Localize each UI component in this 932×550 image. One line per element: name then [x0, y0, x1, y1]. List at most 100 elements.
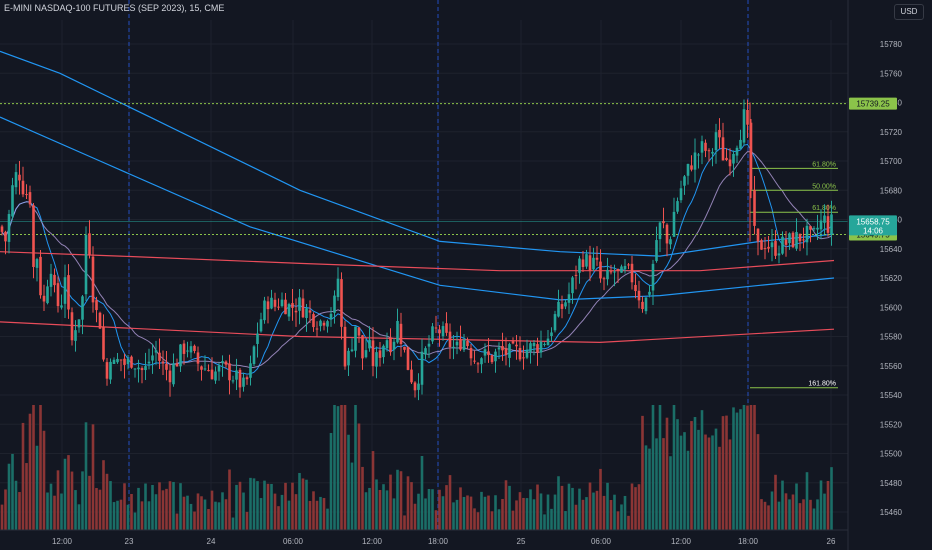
- candle-body: [767, 246, 770, 249]
- volume-bar: [690, 421, 693, 530]
- volume-bar: [721, 416, 725, 530]
- volume-bar: [410, 482, 413, 530]
- candle-body: [210, 369, 214, 380]
- candle-body: [539, 341, 543, 353]
- candle-body: [718, 129, 721, 138]
- volume-bar: [263, 480, 266, 530]
- candle-body: [606, 269, 609, 280]
- candle-body: [88, 233, 91, 255]
- volume-bar: [224, 499, 228, 530]
- candle-body: [256, 333, 259, 344]
- volume-bar: [518, 492, 522, 530]
- volume-bar: [732, 407, 735, 530]
- volume-bar: [746, 405, 749, 530]
- candle-body: [284, 299, 287, 315]
- volume-bar: [560, 485, 564, 530]
- candle-body: [564, 302, 567, 307]
- candle-body: [95, 300, 98, 311]
- symbol-title[interactable]: E-MINI NASDAQ-100 FUTURES (SEP 2023), 15…: [4, 3, 225, 13]
- candle-body: [795, 232, 798, 249]
- candle-body: [315, 328, 319, 330]
- volume-bar: [49, 483, 53, 530]
- candle-body: [21, 180, 25, 195]
- candle-body: [350, 349, 354, 352]
- volume-bar: [105, 473, 109, 530]
- volume-bar: [805, 472, 809, 530]
- candle-body: [242, 377, 245, 387]
- candle-body: [413, 382, 417, 391]
- candle-body: [424, 348, 427, 355]
- candle-body: [389, 337, 392, 353]
- candle-body: [392, 341, 396, 350]
- volume-bar: [819, 480, 823, 530]
- candle-body: [798, 233, 802, 242]
- candle-body: [595, 257, 599, 260]
- candle-body: [483, 349, 487, 356]
- candle-body: [781, 236, 784, 254]
- volume-bar: [627, 515, 630, 530]
- volume-bar: [641, 415, 644, 530]
- candle-body: [791, 232, 795, 248]
- candle-body: [487, 351, 490, 356]
- candle-body: [84, 235, 88, 295]
- volume-bar: [182, 496, 186, 530]
- price-tag-high-bg: [849, 97, 897, 110]
- time-tick-label: 06:00: [591, 537, 612, 546]
- candle-body: [525, 349, 529, 358]
- volume-bar: [431, 489, 434, 530]
- candle-body: [501, 346, 504, 351]
- candle-body: [532, 342, 536, 347]
- candle-body: [676, 201, 679, 212]
- volume-bar: [196, 493, 200, 530]
- volume-bar: [550, 508, 553, 530]
- candle-body: [473, 360, 476, 362]
- volume-bar: [35, 445, 39, 530]
- volume-bar: [217, 502, 221, 530]
- volume-bar: [700, 410, 704, 530]
- volume-bar: [343, 405, 347, 530]
- candle-body: [378, 350, 382, 358]
- candle-body: [144, 366, 147, 371]
- volume-bar: [53, 495, 56, 530]
- volume-bar: [567, 483, 571, 530]
- candle-body: [382, 345, 385, 358]
- candle-body: [263, 300, 266, 321]
- ma-medium-line: [1, 151, 832, 369]
- volume-bar: [756, 434, 760, 530]
- candle-body: [455, 341, 459, 346]
- candle-body: [592, 257, 595, 270]
- volume-bar: [270, 483, 273, 530]
- candle-body: [476, 363, 480, 365]
- candle-body: [819, 220, 823, 230]
- candle-body: [63, 277, 67, 304]
- candle-body: [753, 189, 756, 226]
- candle-body: [462, 339, 466, 350]
- volume-bar: [70, 471, 74, 530]
- candle-body: [735, 147, 739, 156]
- candle-body: [4, 231, 7, 242]
- candle-body: [770, 242, 774, 248]
- candle-body: [214, 371, 217, 381]
- volume-bar: [298, 472, 301, 530]
- volume-bar: [655, 438, 658, 530]
- candle-body: [494, 351, 497, 362]
- volume-bar: [774, 474, 777, 530]
- candle-body: [375, 352, 378, 367]
- candle-body: [728, 159, 732, 167]
- candle-body: [784, 239, 788, 245]
- candle-body: [697, 154, 700, 156]
- volume-bar: [385, 490, 389, 530]
- candle-body: [515, 344, 518, 347]
- volume-bar: [116, 500, 119, 530]
- candle-body: [704, 142, 707, 151]
- volume-bar: [4, 489, 7, 530]
- volume-bar: [238, 481, 242, 530]
- candle-body: [777, 253, 781, 256]
- candle-body: [760, 240, 763, 250]
- volume-bar: [350, 462, 354, 530]
- candle-body: [711, 151, 714, 154]
- volume-bar: [557, 476, 560, 530]
- currency-button[interactable]: USD: [894, 4, 924, 20]
